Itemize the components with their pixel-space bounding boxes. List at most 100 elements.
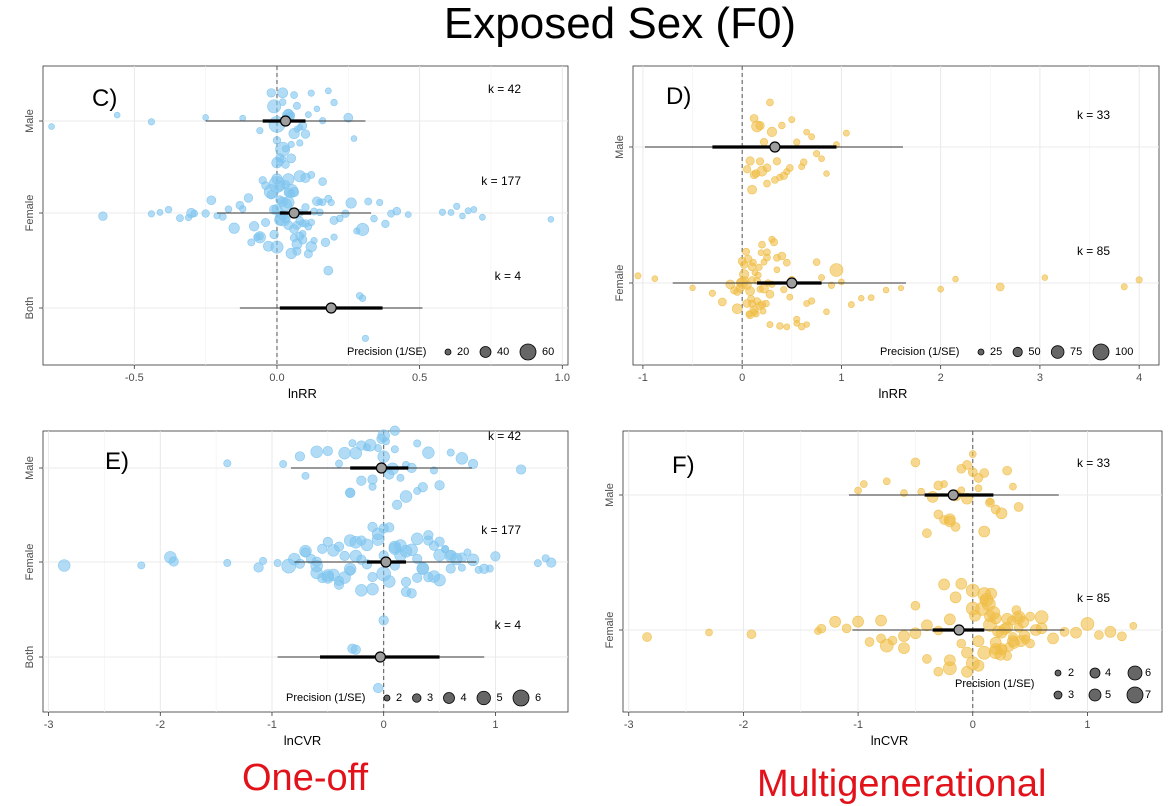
data-point (995, 507, 1008, 520)
data-point (433, 548, 446, 562)
data-point (1009, 482, 1017, 491)
data-point (295, 231, 305, 241)
legend-key (479, 346, 492, 358)
data-point (751, 169, 761, 178)
data-point (1006, 615, 1017, 626)
data-point (910, 457, 921, 468)
data-point (926, 491, 939, 503)
data-point (864, 637, 875, 647)
data-point (642, 632, 652, 642)
data-point (740, 260, 749, 269)
data-point (256, 127, 264, 135)
data-point (977, 646, 992, 660)
legend-key (1054, 669, 1062, 677)
data-point (364, 197, 373, 206)
data-point (860, 480, 868, 488)
data-point (98, 211, 108, 221)
data-point (318, 177, 327, 186)
data-point (982, 597, 996, 612)
data-point (293, 125, 301, 133)
data-point (956, 638, 967, 649)
data-point (294, 451, 305, 462)
data-point (378, 523, 389, 534)
data-point (383, 575, 396, 588)
data-point (202, 114, 209, 121)
data-point (422, 446, 435, 459)
data-point (743, 165, 752, 174)
data-point (327, 198, 335, 207)
data-point (876, 633, 886, 644)
pooled-estimate (279, 115, 292, 127)
data-point (317, 543, 328, 554)
x-tick-label: -2 (155, 719, 165, 731)
data-point (322, 445, 333, 457)
data-point (243, 193, 254, 203)
data-point (747, 295, 755, 303)
data-point (417, 482, 428, 493)
pooled-estimate (786, 277, 798, 289)
data-point (390, 445, 399, 454)
data-point (377, 450, 390, 463)
data-point (333, 579, 345, 590)
data-point (757, 249, 765, 257)
legend-label: 3 (1068, 689, 1074, 701)
legend-key (383, 694, 391, 702)
data-point (823, 170, 830, 177)
data-point (261, 218, 271, 227)
data-point (316, 208, 324, 217)
data-point (350, 644, 361, 655)
data-point (808, 297, 816, 305)
legend-key (1126, 686, 1144, 704)
data-point (1135, 276, 1143, 284)
data-point (255, 232, 264, 241)
data-point (392, 499, 403, 510)
x-tick-label: 0 (970, 719, 976, 731)
data-point (741, 276, 749, 285)
data-point (847, 301, 855, 308)
data-point (267, 99, 282, 114)
data-point (373, 683, 384, 694)
data-point (842, 129, 850, 137)
data-point (882, 477, 891, 486)
k-label: k = 4 (495, 618, 522, 632)
data-point (345, 197, 357, 209)
data-point (239, 205, 247, 213)
data-point (293, 101, 301, 110)
data-point (283, 188, 294, 198)
data-point (972, 659, 985, 672)
data-point (766, 98, 774, 107)
data-point (147, 210, 155, 218)
data-point (841, 623, 852, 634)
data-point (1011, 605, 1022, 615)
data-point (310, 445, 323, 458)
data-point (249, 221, 260, 232)
data-point (430, 466, 438, 475)
data-point (1013, 502, 1024, 512)
data-point (433, 573, 446, 587)
legend-key (977, 348, 985, 356)
data-point (783, 323, 791, 331)
k-label: k = 33 (1077, 108, 1110, 122)
data-point (766, 321, 774, 328)
legend-key (444, 348, 452, 356)
data-point (388, 542, 402, 555)
data-point (755, 157, 765, 166)
data-point (327, 544, 340, 557)
y-category-label: Female (24, 544, 36, 581)
data-point (190, 209, 198, 218)
data-point (818, 274, 825, 281)
pooled-estimate (288, 207, 300, 219)
pooled-estimate (325, 302, 337, 314)
data-point (756, 285, 764, 293)
data-point (1041, 274, 1049, 281)
data-point (780, 286, 788, 294)
x-tick-label: 3 (1037, 372, 1043, 384)
data-point (396, 473, 405, 482)
data-point (793, 319, 801, 327)
data-point (766, 126, 777, 137)
data-point (466, 553, 480, 567)
data-point (344, 562, 357, 576)
data-point (745, 310, 753, 318)
